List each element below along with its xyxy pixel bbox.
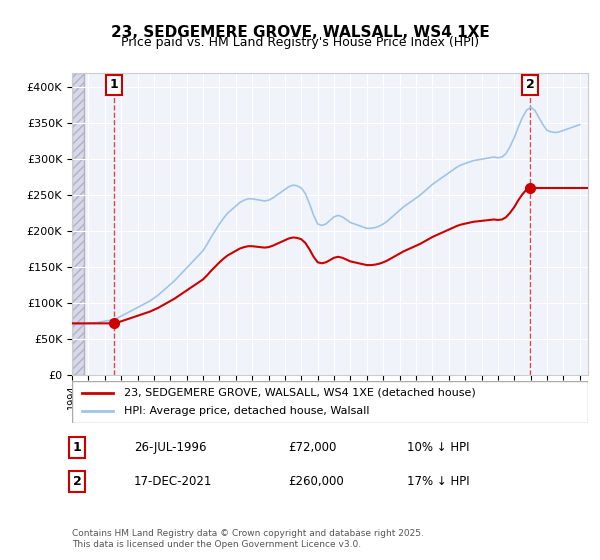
Text: 23, SEDGEMERE GROVE, WALSALL, WS4 1XE: 23, SEDGEMERE GROVE, WALSALL, WS4 1XE bbox=[110, 25, 490, 40]
Text: 17% ↓ HPI: 17% ↓ HPI bbox=[407, 475, 470, 488]
Text: 17-DEC-2021: 17-DEC-2021 bbox=[134, 475, 212, 488]
Text: 1: 1 bbox=[73, 441, 82, 454]
FancyBboxPatch shape bbox=[72, 381, 588, 423]
Text: 26-JUL-1996: 26-JUL-1996 bbox=[134, 441, 206, 454]
Text: Price paid vs. HM Land Registry's House Price Index (HPI): Price paid vs. HM Land Registry's House … bbox=[121, 36, 479, 49]
Text: 2: 2 bbox=[73, 475, 82, 488]
Text: £260,000: £260,000 bbox=[289, 475, 344, 488]
Text: HPI: Average price, detached house, Walsall: HPI: Average price, detached house, Wals… bbox=[124, 406, 369, 416]
Text: £72,000: £72,000 bbox=[289, 441, 337, 454]
Text: 1: 1 bbox=[110, 78, 118, 91]
Text: 10% ↓ HPI: 10% ↓ HPI bbox=[407, 441, 470, 454]
Text: 23, SEDGEMERE GROVE, WALSALL, WS4 1XE (detached house): 23, SEDGEMERE GROVE, WALSALL, WS4 1XE (d… bbox=[124, 388, 475, 398]
Text: 2: 2 bbox=[526, 78, 535, 91]
Text: Contains HM Land Registry data © Crown copyright and database right 2025.
This d: Contains HM Land Registry data © Crown c… bbox=[72, 529, 424, 549]
Bar bbox=[72, 73, 84, 375]
